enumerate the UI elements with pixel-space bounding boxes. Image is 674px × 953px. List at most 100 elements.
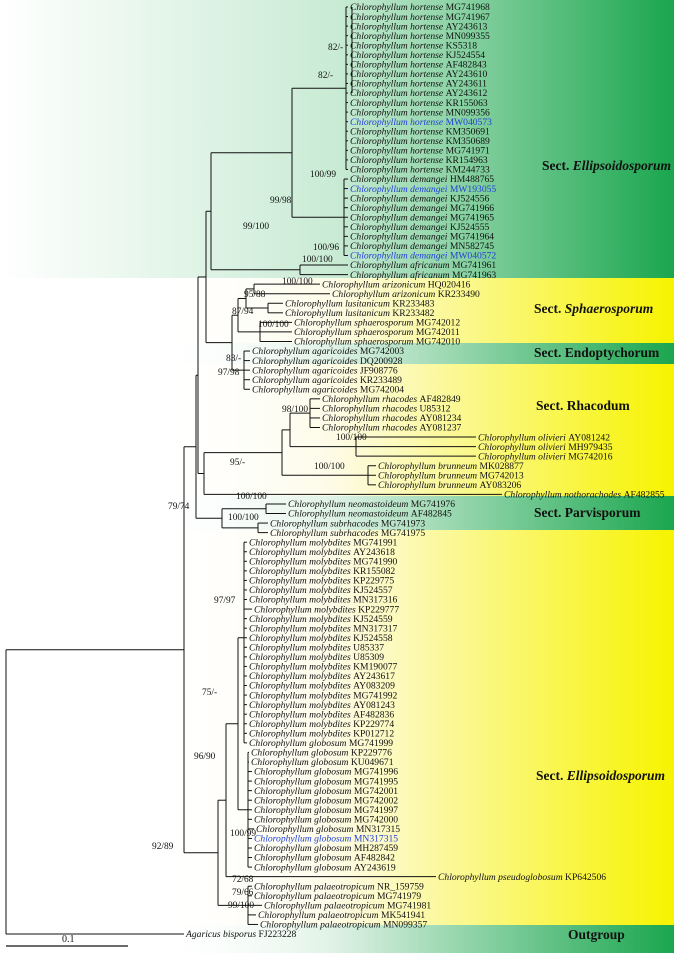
support-value: 100/99: [230, 829, 256, 839]
leaf-label: Chlorophyllum demangei MN582745: [350, 241, 494, 252]
leaf-label: Chlorophyllum africanum MG741963: [350, 270, 496, 281]
section-label: Sect. Ellipsoidosporum: [542, 158, 671, 173]
leaf-label: Chlorophyllum molybdites MG741991: [249, 537, 398, 548]
section-label: Sect. Rhacodum: [536, 398, 631, 413]
leaf-label: Chlorophyllum hortense AY243613: [350, 21, 488, 32]
leaf-label: Chlorophyllum lusitanicum KR233482: [285, 308, 435, 319]
leaf-label: Chlorophyllum agaricoides DQ200928: [252, 356, 403, 367]
leaf-label: Chlorophyllum demangei MW040572: [350, 251, 496, 262]
leaf-label: Chlorophyllum molybdites AY243618: [249, 547, 395, 558]
leaf-label: Chlorophyllum hortense MG741971: [350, 146, 490, 157]
leaf-label: Chlorophyllum molybdites KJ524558: [249, 633, 393, 644]
leaf-label: Chlorophyllum hortense AY243612: [350, 88, 488, 99]
leaf-label: Chlorophyllum hortense MG741968: [350, 2, 490, 13]
scale-bar-label: 0.1: [62, 934, 75, 945]
leaf-label: Chlorophyllum demangei HM488765: [350, 174, 494, 185]
support-value: 79/66: [232, 888, 254, 898]
section-band: [150, 925, 674, 953]
leaf-label: Chlorophyllum neomastoideum AF482845: [288, 509, 452, 520]
leaf-label: Chlorophyllum hortense AF482843: [350, 60, 487, 71]
leaf-label: Chlorophyllum hortense KJ524554: [350, 50, 485, 61]
leaf-label: Chlorophyllum hortense KR154963: [350, 155, 488, 166]
leaf-label: Chlorophyllum globosum MH287459: [254, 843, 398, 854]
leaf-label: Chlorophyllum demangei KJ524556: [350, 193, 489, 204]
support-value: 96/90: [194, 752, 216, 762]
leaf-label: Chlorophyllum demangei MG741966: [350, 203, 494, 214]
leaf-label: Chlorophyllum olivieri AY081242: [478, 432, 610, 443]
section-label: Sect. Parvisporum: [534, 505, 641, 520]
leaf-label: Chlorophyllum molybdites KM190077: [249, 662, 398, 673]
leaf-label: Chlorophyllum molybdites AY083209: [249, 681, 395, 692]
support-value: 97/97: [214, 596, 236, 606]
leaf-label: Chlorophyllum globosum MN317315: [256, 824, 400, 835]
leaf-label: Chlorophyllum demangei MW193055: [350, 184, 496, 195]
leaf-label: Chlorophyllum hortense AY243610: [350, 69, 488, 80]
leaf-label: Chlorophyllum molybdites MG741990: [249, 556, 398, 567]
leaf-label: Chlorophyllum molybdites MN317316: [249, 595, 398, 606]
support-value: 75/-: [202, 688, 217, 698]
leaf-label: Chlorophyllum molybdites KP229777: [254, 604, 399, 615]
leaf-label: Chlorophyllum globosum MN317315: [254, 834, 398, 845]
leaf-label: Chlorophyllum neomastoideum MG741976: [288, 499, 455, 510]
leaf-label: Chlorophyllum arizonicum KR233490: [332, 289, 480, 300]
support-value: 92/89: [152, 842, 174, 852]
section-label: Outgroup: [568, 927, 625, 942]
leaf-label: Chlorophyllum palaeotropicum NR_159759: [254, 881, 424, 892]
leaf-label: Chlorophyllum olivieri MH979435: [478, 442, 613, 453]
leaf-label: Chlorophyllum molybdites KR155082: [249, 566, 395, 577]
section-band: [150, 530, 674, 925]
section-band: [0, 0, 674, 278]
support-value: 83/-: [226, 354, 241, 364]
support-value: 82/-: [328, 43, 343, 53]
section-band: [150, 496, 674, 530]
leaf-label: Chlorophyllum rhacodes AF482849: [322, 394, 461, 405]
support-value: 99/100: [243, 222, 269, 232]
leaf-label: Chlorophyllum subrhacodes MG741975: [270, 528, 425, 539]
support-value: 79/74: [168, 502, 190, 512]
leaf-label: Chlorophyllum hortense KM244733: [350, 165, 490, 176]
support-value: 95/88: [244, 290, 266, 300]
leaf-label: Chlorophyllum palaeotropicum MN099357: [260, 920, 427, 931]
section-band: [150, 343, 674, 364]
leaf-label: Chlorophyllum brunneum MK028877: [378, 461, 524, 472]
leaf-label: Chlorophyllum molybdites KP229775: [249, 576, 394, 587]
leaf-label: Chlorophyllum molybdites AY081243: [249, 700, 395, 711]
support-value: 95/-: [230, 458, 245, 468]
support-value: 87/94: [232, 307, 254, 317]
leaf-label: Chlorophyllum molybdites KJ524559: [249, 614, 393, 625]
support-value: 97/98: [218, 368, 240, 378]
leaf-label: Chlorophyllum hortense KM350689: [350, 136, 490, 147]
leaf-label: Chlorophyllum molybdites KP012712: [249, 729, 394, 740]
support-value: 100/100: [336, 433, 367, 443]
leaf-label: Agaricus bisporus FJ223228: [185, 929, 297, 940]
leaf-label: Chlorophyllum palaeotropicum MG741981: [264, 901, 431, 912]
support-value: 100/100: [314, 462, 345, 472]
leaf-label: Chlorophyllum molybdites MG741992: [249, 690, 398, 701]
leaf-label: Chlorophyllum molybdites U85337: [249, 642, 384, 653]
support-value: 100/100: [302, 255, 333, 265]
section-band: [150, 364, 674, 496]
leaf-label: Chlorophyllum molybdites AF482836: [249, 709, 394, 720]
leaf-label: Chlorophyllum lusitanicum KR233483: [285, 298, 435, 309]
support-value: 100/100: [282, 277, 313, 287]
leaf-label: Chlorophyllum demangei KJ524555: [350, 222, 489, 233]
leaf-label: Chlorophyllum pseudoglobosum KP642506: [438, 872, 606, 883]
leaf-label: Chlorophyllum sphaerosporum MG742010: [294, 337, 460, 348]
support-value: 99/100: [228, 901, 254, 911]
support-value: 100/100: [258, 320, 289, 330]
leaf-label: Chlorophyllum rhacodes U85312: [322, 404, 451, 415]
section-label: Sect. Sphaerosporum: [534, 301, 653, 316]
leaf-label: Chlorophyllum sphaerosporum MG742012: [294, 318, 460, 329]
leaf-label: Chlorophyllum globosum MG742000: [254, 815, 398, 826]
leaf-label: Chlorophyllum africanum MG741961: [350, 260, 496, 271]
leaf-label: Chlorophyllum molybdites AY243617: [249, 671, 395, 682]
leaf-label: Chlorophyllum agaricoides MG742004: [252, 384, 404, 395]
leaf-label: Chlorophyllum demangei MG741965: [350, 212, 494, 223]
leaf-label: Chlorophyllum molybdites KJ524557: [249, 585, 393, 596]
leaf-label: Chlorophyllum molybdites KP229774: [249, 719, 394, 730]
leaf-label: Chlorophyllum agaricoides JF908776: [252, 365, 398, 376]
section-band: [150, 278, 674, 343]
leaf-label: Chlorophyllum arizonicum HQ020416: [322, 279, 471, 290]
support-value: 100/100: [236, 492, 267, 502]
